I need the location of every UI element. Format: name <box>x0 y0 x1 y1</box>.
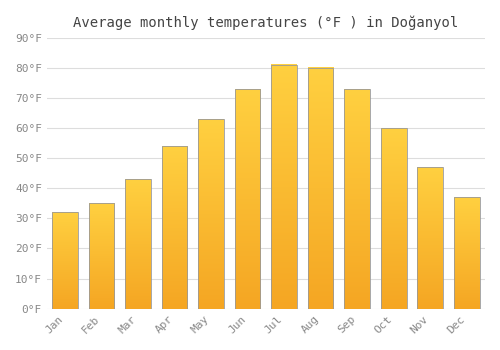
Bar <box>52 212 78 309</box>
Bar <box>89 203 114 309</box>
Bar <box>344 89 370 309</box>
Bar <box>272 65 297 309</box>
Bar <box>418 167 443 309</box>
Bar <box>198 119 224 309</box>
Bar <box>308 68 334 309</box>
Title: Average monthly temperatures (°F ) in Doğanyol: Average monthly temperatures (°F ) in Do… <box>74 15 458 29</box>
Bar <box>126 179 151 309</box>
Bar <box>381 128 406 309</box>
Bar <box>454 197 479 309</box>
Bar <box>235 89 260 309</box>
Bar <box>162 146 188 309</box>
